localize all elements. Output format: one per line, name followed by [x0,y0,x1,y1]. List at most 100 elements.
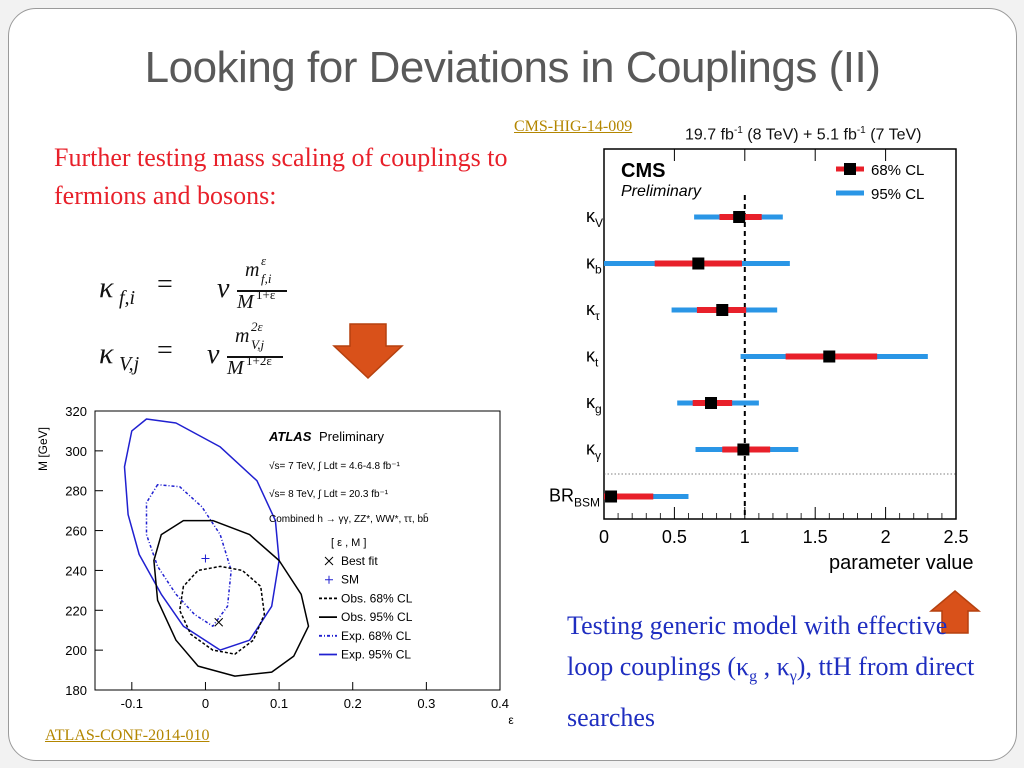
loop-text-kg-sub: g [749,668,758,686]
eq-kv-num-sup: 2ε [251,319,263,334]
cms-x-tick-label: 0 [599,527,609,547]
cms-param-name: κ [586,253,596,273]
loop-text-1: Testing generic model with effective loo… [567,611,948,681]
atlas-y-tick-label: 180 [65,683,87,698]
atlas-sublabel: Preliminary [319,429,385,444]
loop-text-ky-sub: γ [789,668,797,686]
slide: Looking for Deviations in Couplings (II)… [8,8,1017,761]
eq-kf-fraction-bar [237,290,287,292]
cms-lumi-header: 19.7 fb-1 (8 TeV) + 5.1 fb-1 (7 TeV) [685,125,921,144]
cms-reference-link[interactable]: CMS-HIG-14-009 [514,118,633,135]
atlas-x-tick-label: 0 [202,696,209,711]
atlas-reference-link[interactable]: ATLAS-CONF-2014-010 [45,727,210,744]
cms-param-name: κ [586,346,596,366]
atlas-x-tick-label: 0.3 [417,696,435,711]
cms-param-label-kappa-1: κV [586,206,603,230]
eq-kv-fraction-bar [227,356,283,358]
atlas-y-tick-label: 240 [65,563,87,578]
atlas-label-group: ATLAS Preliminary [268,429,385,444]
cms-coupling-chart: CMS Preliminary 68% CL 95% CL κVκbκτκtκg… [549,148,974,574]
cms-best-fit-marker-kappa-3 [716,304,729,316]
eq-kf-num-sub: f,i [261,271,272,286]
cms-lumi-exp-2: -1 [856,125,866,136]
cms-lumi-c: (7 TeV) [865,126,922,144]
cms-best-fit-marker-kappa-6 [737,443,750,456]
atlas-sm-marker [201,554,210,563]
atlas-y-tick-label: 220 [65,603,87,618]
atlas-obs-95-contour [153,519,310,677]
cms-param-label-kappa-3: κτ [586,299,600,323]
atlas-legend: Best fit SM Obs. 68% CL Obs. 95% CL Exp. 68%… [319,554,413,662]
eq-kf-v: v [217,273,230,304]
cms-param-label-kappa-6: κγ [586,439,601,463]
loop-text-2: ), ttH from direct searches [567,652,975,733]
legend-68-marker [844,163,856,175]
loop-text-kg: κ [736,652,750,681]
eq-kv-den-sup: 1+2ε [246,353,272,368]
intro-text: Further testing mass scaling of coupling… [54,143,508,210]
eq-kf-equals: = [157,269,173,300]
atlas-obs-68-contour [178,565,266,655]
eq-kv-lhs: κ [99,337,114,370]
cms-x-tick-label: 0.5 [662,527,687,547]
legend-95-label: 95% CL [871,186,924,203]
cms-best-fit-marker-br-7 [605,490,618,503]
cms-best-fit-marker-kappa-1 [733,211,746,223]
eq-kv-sub: V,j [119,353,140,375]
eq-kv-v: v [207,339,220,370]
atlas-legend-label: Exp. 68% CL [341,629,411,643]
cms-param-label-kappa-2: κb [586,253,602,277]
atlas-x-tick-label: -0.1 [121,696,143,711]
atlas-exp-68-contour [145,483,232,627]
down-arrow-icon [332,323,404,380]
atlas-legend-best-fit-icon [324,556,334,566]
eq-kf-lhs: κ [99,271,114,304]
eq-kf-den: M [237,291,254,313]
cms-param-name: κ [586,439,596,459]
cms-x-tick-label: 1.5 [803,527,828,547]
equation-kv: κ V,j = v m 2ε V,j M 1+2ε [99,319,299,385]
atlas-legend-label: Obs. 95% CL [341,610,413,624]
cms-legend: 68% CL 95% CL [836,162,924,203]
atlas-y-tick-label: 320 [65,404,87,419]
atlas-y-tick-label: 280 [65,484,87,499]
atlas-legend-label: Best fit [341,554,378,568]
atlas-legend-sm-icon [325,575,333,584]
cms-param-name: κ [586,392,596,412]
cms-lumi-a: 19.7 fb [685,126,734,144]
atlas-y-tick-label: 300 [65,444,87,459]
eq-kf-den-sup: 1+ε [256,287,276,302]
cms-param-sub: g [595,402,602,416]
atlas-combined: Combined h → γγ, ZZ*, WW*, ττ, bb̄ [269,512,429,525]
loop-text-sep: , [757,652,777,681]
eq-kv-den: M [227,357,244,379]
atlas-legend-label: Exp. 95% CL [341,648,411,662]
atlas-exp-95-contour [123,418,280,651]
atlas-contour-chart: -0.1 0 0.1 0.2 0.3 0.4 180 200 220 240 260 280 300 32… [36,404,514,727]
cms-best-fit-marker-kappa-4 [823,350,836,363]
atlas-lumi-2: √s= 8 TeV, ∫ Ldt = 20.3 fb⁻¹ [269,488,389,500]
cms-param-sub: γ [595,449,601,463]
eq-kv-num: m [235,325,250,347]
cms-lumi-exp-1: -1 [733,125,743,136]
cms-lumi-b: (8 TeV) + 5.1 fb [742,126,857,144]
atlas-best-fit-marker [214,617,224,627]
cms-x-tick-label: 2 [881,527,891,547]
atlas-label: ATLAS [268,429,312,444]
atlas-x-tick-label: 0.2 [344,696,362,711]
atlas-legend-label: SM [341,573,359,587]
cms-param-label-br-7: BRBSM [549,486,600,510]
legend-68-label: 68% CL [871,162,924,179]
atlas-y-tick-label: 260 [65,524,87,539]
cms-param-sub: b [595,263,602,277]
cms-param-sub: t [595,356,599,370]
cms-best-fit-marker-kappa-2 [692,257,705,270]
atlas-x-tick-label: 0.1 [270,696,288,711]
cms-label: CMS [621,160,665,182]
cms-sublabel: Preliminary [621,183,702,200]
cms-param-sub: τ [595,309,600,323]
cms-param-label-kappa-5: κg [586,392,602,416]
cms-param-name: κ [586,299,596,319]
cms-param-label-kappa-4: κt [586,346,599,370]
cms-plot-frame [603,148,957,520]
